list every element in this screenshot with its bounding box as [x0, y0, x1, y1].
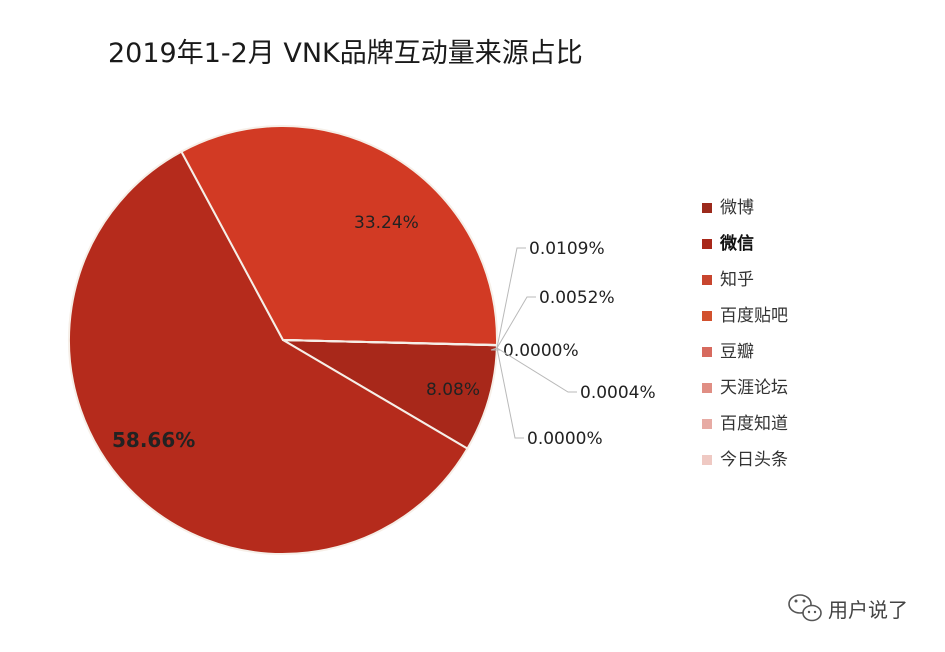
- wechat-icon: [788, 594, 822, 622]
- slice-label-微信: 33.24%: [354, 213, 419, 233]
- legend-label-百度知道: 百度知道: [720, 414, 788, 434]
- leader-line-天涯论坛: [496, 347, 577, 393]
- legend-label-百度贴吧: 百度贴吧: [720, 306, 788, 326]
- legend-swatch-微博: [702, 203, 712, 213]
- leader-line-知乎: [496, 247, 526, 349]
- slice-label-豆瓣: 0.0000%: [503, 341, 579, 361]
- legend-swatch-今日头条: [702, 455, 712, 465]
- legend-label-天涯论坛: 天涯论坛: [720, 378, 788, 398]
- leader-line-百度知道: [496, 347, 524, 439]
- slice-label-今日头条: 8.08%: [426, 380, 480, 400]
- legend-swatch-知乎: [702, 275, 712, 285]
- slice-label-知乎: 0.0109%: [529, 239, 605, 259]
- slice-label-百度贴吧: 0.0052%: [539, 288, 615, 308]
- pie-slice-微博: [68, 150, 469, 555]
- slice-label-百度知道: 0.0000%: [527, 429, 603, 449]
- legend-swatch-豆瓣: [702, 347, 712, 357]
- legend-swatch-百度贴吧: [702, 311, 712, 321]
- leader-line-百度贴吧: [496, 296, 536, 349]
- legend-swatch-微信: [702, 239, 712, 249]
- legend-label-今日头条: 今日头条: [720, 450, 788, 470]
- watermark-text: 用户说了: [828, 598, 908, 622]
- legend-label-微博: 微博: [720, 198, 754, 218]
- legend-label-知乎: 知乎: [720, 270, 754, 290]
- chart-title: 2019年1-2月 VNK品牌互动量来源占比: [108, 38, 583, 69]
- pie-slice-天涯论坛: [282, 339, 498, 347]
- pie-slices: [68, 125, 498, 555]
- slice-label-微博: 58.66%: [112, 428, 195, 452]
- watermark: 用户说了: [788, 594, 908, 622]
- legend-swatch-百度知道: [702, 419, 712, 429]
- legend-label-微信: 微信: [719, 233, 754, 254]
- pie-slice-微信: [180, 125, 498, 347]
- slice-label-天涯论坛: 0.0004%: [580, 383, 656, 403]
- legend-swatch-天涯论坛: [702, 383, 712, 393]
- legend-label-豆瓣: 豆瓣: [720, 342, 754, 362]
- slice-labels: 58.66% 33.24% 8.08% 0.0109% 0.0052% 0.0000% 0.…: [112, 213, 656, 452]
